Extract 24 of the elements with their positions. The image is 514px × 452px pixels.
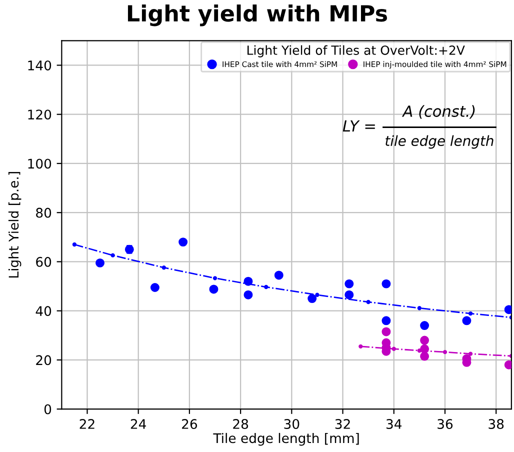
annotation: tile edge length bbox=[386, 135, 494, 149]
legend-title: Light Yield of Tiles at OverVolt:+2V bbox=[248, 45, 465, 58]
annotation: LY = bbox=[342, 120, 375, 132]
y-tick-label: 140 bbox=[28, 60, 52, 70]
x-tick-label: 22 bbox=[80, 419, 94, 429]
x-tick-label: 28 bbox=[233, 419, 248, 429]
y-tick-label: 120 bbox=[28, 110, 52, 120]
y-tick-label: 100 bbox=[28, 158, 52, 169]
x-tick-label: 34 bbox=[386, 419, 402, 429]
x-tick-label: 26 bbox=[182, 419, 198, 429]
y-tick-label: 20 bbox=[36, 355, 52, 366]
chart-title: Light yield with MIPs bbox=[128, 4, 388, 26]
annotation: A (const.) bbox=[402, 105, 475, 119]
x-tick-label: 38 bbox=[488, 419, 504, 429]
x-axis-title: Tile edge length [mm] bbox=[213, 432, 359, 446]
y-tick-label: 40 bbox=[36, 306, 52, 316]
y-tick-label: 0 bbox=[44, 404, 52, 414]
x-tick-label: 30 bbox=[284, 419, 300, 429]
x-tick-label: 24 bbox=[130, 419, 146, 429]
y-axis-title: Light Yield [p.e.] bbox=[8, 172, 22, 278]
x-tick-label: 32 bbox=[335, 419, 350, 429]
y-tick-label: 60 bbox=[36, 256, 52, 267]
x-tick-label: 36 bbox=[438, 419, 453, 429]
y-tick-label: 80 bbox=[36, 208, 52, 218]
